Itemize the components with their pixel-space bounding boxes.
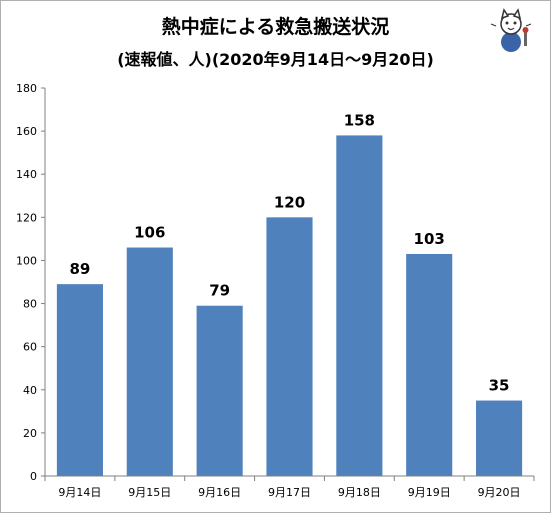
y-tick-label: 80 [23,298,37,311]
x-tick-label: 9月16日 [198,486,241,499]
bar-value-label: 79 [209,282,230,300]
x-tick-label: 9月14日 [58,486,101,499]
y-tick-label: 120 [16,211,37,224]
bar [476,400,523,476]
chart-subtitle: (速報値、人)(2020年9月14日～9月20日) [117,50,434,69]
y-tick-label: 140 [16,168,37,181]
bar [336,135,383,476]
bar-value-label: 35 [489,377,510,395]
y-tick-label: 180 [16,82,37,95]
y-tick-label: 40 [23,384,37,397]
bar-value-label: 89 [69,260,90,278]
bar-value-label: 106 [134,224,165,242]
x-tick-label: 9月19日 [408,486,451,499]
bar [196,305,243,476]
y-tick-label: 160 [16,125,37,138]
y-tick-label: 60 [23,341,37,354]
bar-value-label: 158 [344,111,375,129]
chart-title: 熱中症による救急搬送状況 [161,16,390,38]
x-tick-label: 9月18日 [338,486,381,499]
y-tick-label: 100 [16,254,37,267]
bar-value-label: 120 [274,193,305,211]
y-tick-label: 0 [30,470,37,483]
x-tick-label: 9月17日 [268,486,311,499]
bar [406,253,453,476]
x-tick-label: 9月15日 [128,486,171,499]
bar-value-label: 103 [414,230,445,248]
bar [266,217,313,477]
x-tick-label: 9月20日 [478,486,521,499]
bar [126,247,173,476]
bar [56,284,103,476]
y-tick-label: 20 [23,427,37,440]
cat-mascot-icon [490,8,532,52]
